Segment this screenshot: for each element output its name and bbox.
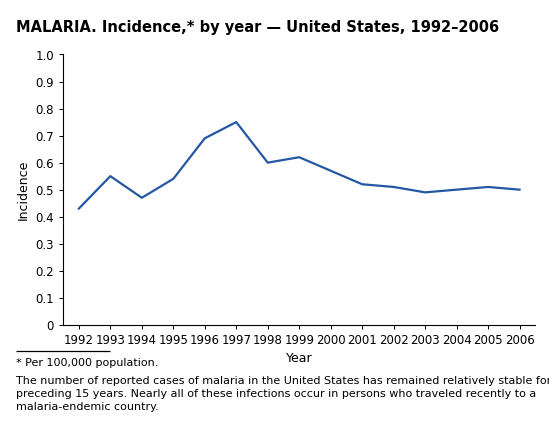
Y-axis label: Incidence: Incidence	[17, 160, 30, 220]
X-axis label: Year: Year	[286, 352, 312, 365]
Text: * Per 100,000 population.: * Per 100,000 population.	[16, 358, 159, 368]
Text: The number of reported cases of malaria in the United States has remained relati: The number of reported cases of malaria …	[16, 376, 549, 412]
Text: MALARIA. Incidence,* by year — United States, 1992–2006: MALARIA. Incidence,* by year — United St…	[16, 20, 500, 34]
